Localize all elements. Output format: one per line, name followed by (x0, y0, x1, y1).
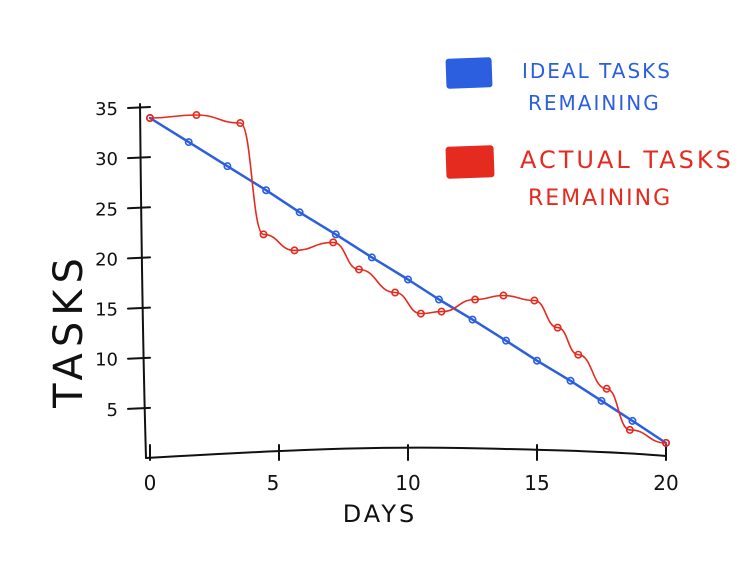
y-tick-mark-10 (127, 356, 151, 360)
data-point-actual-11 (499, 291, 508, 300)
legend-swatch-ideal (445, 57, 493, 89)
legend-item-ideal: IDEAL TASKS REMAINING (445, 57, 672, 115)
data-point-ideal-8 (434, 295, 443, 304)
data-point-ideal-7 (403, 275, 412, 284)
y-ticks: 5 10 15 20 25 30 35 (95, 99, 151, 421)
legend-swatch-actual (445, 145, 495, 179)
data-point-actual-14 (574, 350, 583, 359)
data-point-actual-1 (192, 111, 201, 120)
data-point-ideal-2 (223, 162, 232, 171)
y-tick-mark-35 (127, 106, 151, 109)
x-axis-label: DAYS (343, 500, 418, 528)
x-tick-label-15: 15 (524, 471, 549, 495)
series-line-ideal (148, 116, 668, 445)
y-axis-line (139, 103, 147, 459)
data-point-actual-17 (661, 438, 670, 447)
data-point-actual-0 (146, 114, 155, 123)
y-tick-label-5: 5 (107, 400, 118, 421)
y-tick-mark-25 (127, 206, 151, 210)
y-tick-mark-20 (127, 256, 151, 260)
data-point-ideal-13 (597, 396, 606, 405)
legend-label-ideal-line2: REMAINING (528, 91, 661, 115)
data-point-ideal-11 (532, 356, 541, 365)
data-point-actual-4 (290, 246, 299, 255)
data-point-actual-15 (602, 384, 611, 393)
y-tick-mark-30 (127, 156, 151, 160)
x-ticks: 0 5 10 15 20 (144, 444, 679, 495)
data-point-ideal-4 (295, 208, 304, 217)
data-point-ideal-10 (502, 336, 511, 345)
data-point-actual-8 (416, 309, 425, 318)
data-point-ideal-1 (184, 138, 193, 147)
data-point-ideal-5 (331, 230, 340, 239)
y-tick-mark-15 (127, 306, 151, 310)
data-point-actual-7 (391, 288, 400, 297)
legend-item-actual: ACTUAL TASKS REMAINING (445, 145, 734, 211)
series-layer (146, 111, 670, 447)
legend: IDEAL TASKS REMAINING ACTUAL TASKS REMAI… (445, 57, 734, 211)
series-line-actual (149, 114, 667, 444)
axes (139, 103, 667, 459)
y-tick-label-15: 15 (95, 300, 118, 321)
data-point-ideal-9 (468, 315, 477, 324)
x-tick-label-20: 20 (653, 471, 678, 495)
data-point-actual-10 (471, 295, 480, 304)
y-tick-label-10: 10 (95, 350, 118, 371)
legend-label-ideal-line1: IDEAL TASKS (522, 59, 672, 83)
data-point-ideal-12 (566, 376, 575, 385)
data-point-ideal-6 (367, 253, 376, 262)
data-point-actual-3 (259, 230, 268, 239)
data-point-actual-12 (530, 296, 539, 305)
data-point-actual-9 (437, 307, 446, 316)
x-tick-label-0: 0 (144, 471, 157, 495)
data-point-ideal-14 (628, 416, 637, 425)
y-tick-mark-5 (127, 406, 151, 410)
x-tick-label-10: 10 (395, 471, 420, 495)
x-tick-label-5: 5 (267, 471, 280, 495)
legend-label-actual-line1: ACTUAL TASKS (520, 146, 734, 174)
y-tick-label-30: 30 (95, 149, 118, 170)
data-point-actual-6 (354, 265, 363, 274)
data-point-ideal-3 (262, 186, 271, 195)
y-tick-label-20: 20 (95, 249, 118, 270)
x-axis-line (145, 446, 667, 459)
y-tick-label-35: 35 (95, 99, 118, 120)
y-axis-label: TASKS (46, 252, 92, 409)
legend-label-actual-line2: REMAINING (528, 186, 672, 211)
series-actual (146, 111, 670, 447)
data-point-actual-13 (553, 323, 562, 332)
data-point-actual-5 (329, 238, 338, 247)
data-point-actual-16 (625, 425, 634, 434)
y-tick-label-25: 25 (95, 199, 118, 220)
data-point-actual-2 (236, 119, 245, 128)
